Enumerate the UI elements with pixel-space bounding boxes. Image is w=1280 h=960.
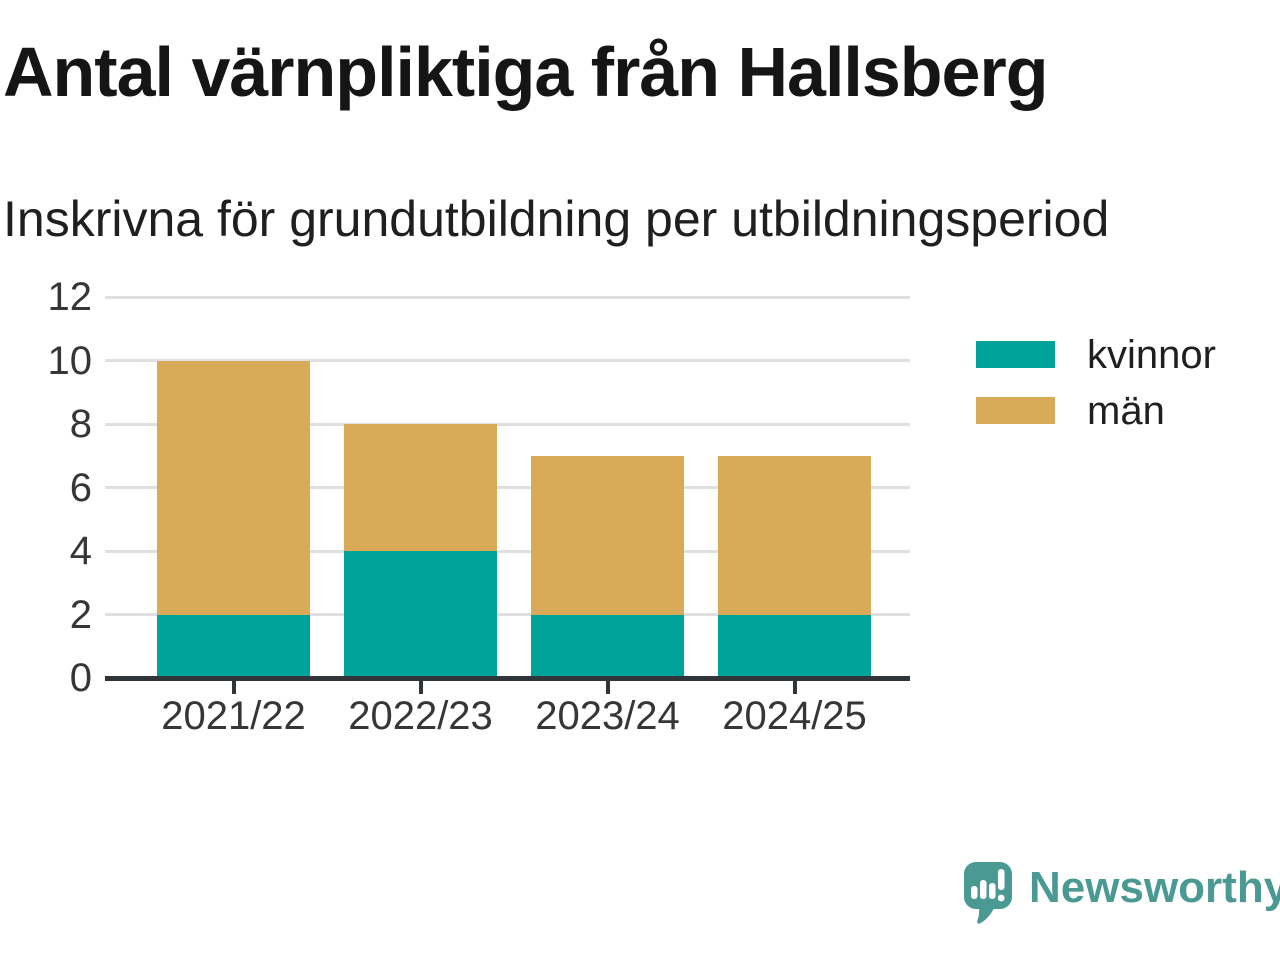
bar-2022/23-kvinnor (344, 551, 497, 678)
legend-label-man: män (1087, 388, 1165, 433)
y-axis-label-4: 4 (69, 529, 92, 573)
legend-swatch-man (976, 397, 1055, 424)
gridline-2 (105, 613, 910, 616)
newsworthy-logo-icon (964, 862, 1012, 924)
legend-item-man: män (976, 391, 1216, 431)
y-axis-label-12: 12 (47, 275, 93, 319)
legend: kvinnor män (976, 335, 1216, 453)
x-axis-label-2021/22: 2021/22 (161, 694, 306, 738)
legend-label-kvinnor: kvinnor (1087, 332, 1216, 377)
x-tick-2021/22 (231, 681, 236, 694)
chart-title: Antal värnpliktiga från Hallsberg (3, 33, 1048, 111)
newsworthy-logo-text: Newsworthy (1029, 863, 1280, 912)
gridline-12 (105, 295, 910, 299)
y-axis-label-0: 0 (69, 656, 92, 700)
chart-subtitle: Inskrivna för grundutbildning per utbild… (3, 191, 1110, 247)
y-axis-label-2: 2 (69, 592, 92, 637)
y-axis-label-8: 8 (69, 402, 92, 446)
y-axis-label-10: 10 (47, 338, 93, 383)
bar-2024/25-kvinnor (718, 614, 871, 678)
gridline-4 (105, 549, 910, 553)
bar-2022/23-män (344, 424, 497, 551)
x-tick-2023/24 (605, 681, 610, 694)
newsworthy-logo: Newsworthy (964, 860, 1280, 930)
bar-2021/22-män (157, 360, 310, 615)
x-axis-label-2022/23: 2022/23 (348, 694, 493, 738)
x-axis-label-2023/24: 2023/24 (535, 694, 680, 738)
gridline-6 (105, 486, 910, 489)
gridline-8 (105, 422, 910, 426)
bar-2024/25-män (718, 455, 871, 615)
bar-2021/22-kvinnor (157, 614, 310, 678)
gridline-10 (105, 359, 910, 362)
x-axis-line (105, 676, 910, 681)
x-axis-label-2024/25: 2024/25 (722, 694, 867, 738)
legend-item-kvinnor: kvinnor (976, 335, 1216, 375)
x-tick-2024/25 (792, 681, 797, 694)
x-tick-2022/23 (418, 681, 423, 694)
bar-2023/24-män (531, 455, 684, 615)
y-axis-label-6: 6 (69, 465, 92, 510)
legend-swatch-kvinnor (976, 341, 1055, 368)
bar-2023/24-kvinnor (531, 614, 684, 678)
